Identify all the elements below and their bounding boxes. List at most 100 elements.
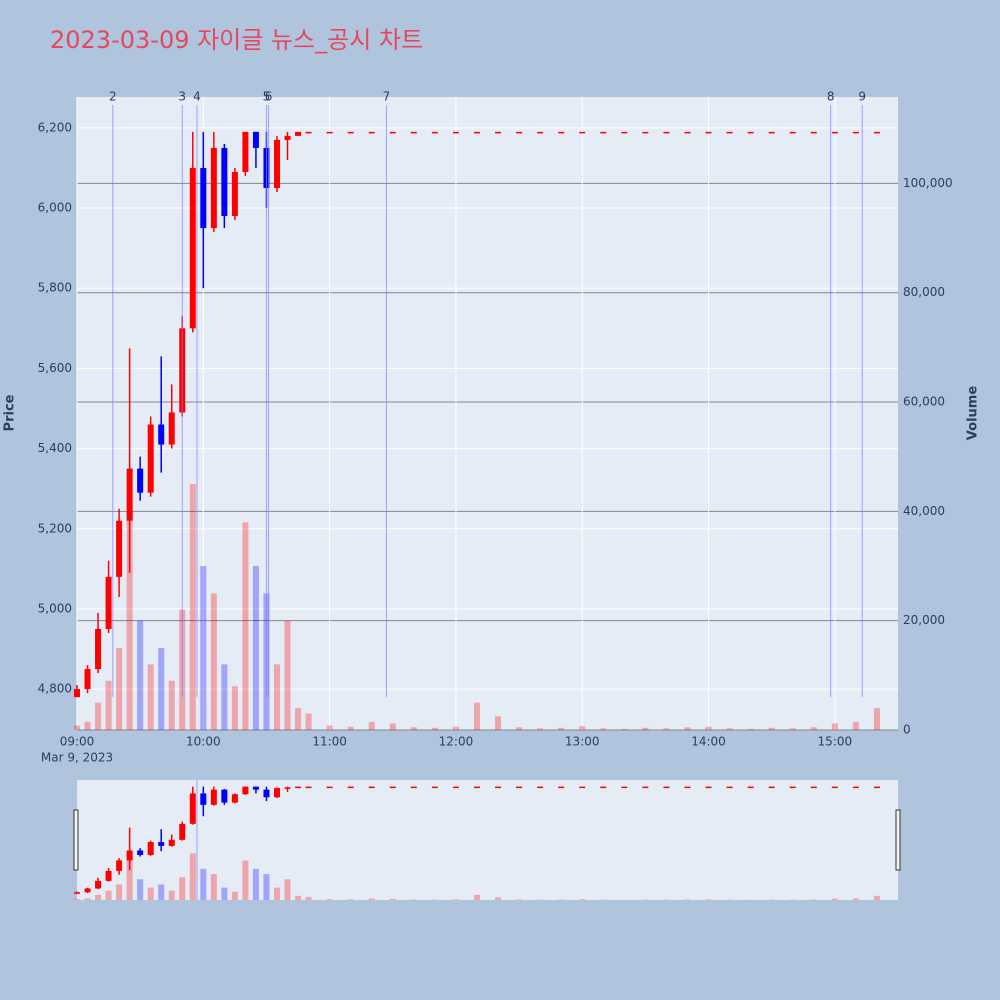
volume-bar	[189, 484, 196, 730]
slider-volume-bar	[105, 890, 112, 900]
volume-bar	[168, 680, 175, 730]
candle-body	[389, 131, 396, 134]
slider-volume-bar	[74, 899, 80, 900]
candle-body	[126, 468, 133, 521]
slider-candle-body	[116, 860, 123, 871]
volume-bar	[200, 566, 207, 730]
candle-body	[74, 689, 80, 698]
candle-body	[295, 131, 302, 136]
slider-volume-bar	[189, 853, 196, 900]
volume-bar	[221, 664, 228, 730]
candle-body	[84, 669, 91, 690]
volume-bar	[305, 713, 312, 730]
range-slider[interactable]	[77, 780, 898, 900]
volume-bar	[558, 727, 565, 730]
slider-candle-body	[663, 786, 670, 789]
y-tick-label: 6,200	[38, 120, 72, 134]
slider-candle-body	[231, 794, 238, 803]
slider-candle-body	[558, 786, 565, 789]
volume-bar	[852, 721, 859, 730]
volume-bar	[95, 702, 102, 730]
candle-body	[789, 131, 796, 134]
slider-volume-bar	[221, 887, 228, 900]
volume-bar	[642, 727, 649, 730]
candle-body	[410, 131, 417, 134]
slider-candle-body	[516, 786, 523, 789]
volume-bar	[147, 664, 154, 730]
slider-candle-body	[537, 786, 544, 789]
slider-candle-body	[105, 870, 112, 881]
volume-bar	[74, 725, 80, 730]
volume-bar	[284, 620, 291, 730]
slider-candle-body	[158, 842, 165, 846]
candle-body	[705, 131, 712, 134]
x-tick-label: 14:00	[691, 735, 726, 749]
candle-body	[242, 131, 249, 172]
slider-candle-body	[431, 786, 438, 789]
candle-body	[116, 520, 123, 577]
x-tick-label: 13:00	[565, 735, 600, 749]
y-tick-label: 5,200	[38, 521, 72, 535]
candle-body	[873, 131, 880, 134]
candle-body	[95, 628, 102, 670]
candle-body	[200, 167, 207, 229]
candle-body	[684, 131, 691, 134]
slider-candle-body	[726, 786, 733, 789]
y2-tick-label: 20,000	[903, 613, 945, 627]
candle-body	[495, 131, 502, 134]
volume-bar	[158, 648, 165, 730]
slider-volume-bar	[168, 890, 175, 900]
volume-bar	[789, 728, 796, 730]
slider-candle-body	[747, 786, 754, 789]
candle-body	[305, 131, 312, 134]
slider-volume-bar	[389, 898, 396, 900]
volume-bar	[326, 725, 333, 730]
candle-body	[105, 576, 112, 629]
slider-candle-body	[137, 850, 144, 856]
slider-volume-bar	[873, 895, 880, 900]
slider-handle-left[interactable]	[73, 809, 79, 871]
slider-candle-body	[368, 786, 375, 789]
candle-body	[284, 135, 291, 140]
slider-candle-body	[410, 786, 417, 789]
chart-title: 2023-03-09 자이글 뉴스_공시 차트	[50, 26, 423, 54]
volume-bar	[295, 708, 302, 730]
slider-candle-body	[284, 787, 291, 789]
slider-candle-body	[210, 789, 217, 805]
slider-volume-bar	[810, 899, 817, 900]
candle-body	[137, 468, 144, 493]
volume-bar	[684, 727, 691, 730]
slider-volume-bar	[684, 899, 691, 900]
slider-candle-body	[74, 892, 80, 894]
y2-tick-label: 40,000	[903, 504, 945, 518]
event-label: 4	[193, 90, 201, 104]
volume-bar	[368, 721, 375, 730]
slider-volume-bar	[852, 898, 859, 900]
slider-candle-body	[200, 793, 207, 805]
volume-bar	[810, 727, 817, 730]
volume-bar	[105, 680, 112, 730]
volume-bar	[621, 728, 628, 730]
candle-body	[831, 131, 838, 134]
slider-candle-body	[147, 842, 154, 856]
slider-candle-body	[295, 786, 302, 789]
volume-bar	[726, 728, 733, 730]
y-tick-label: 5,400	[38, 441, 72, 455]
slider-volume-bar	[452, 899, 459, 900]
volume-bar	[231, 686, 238, 730]
volume-bar	[495, 716, 502, 730]
volume-bar	[747, 728, 754, 730]
slider-handle-right[interactable]	[895, 809, 901, 871]
slider-candle-body	[621, 786, 628, 789]
slider-volume-bar	[273, 887, 280, 900]
x-date-label: Mar 9, 2023	[41, 751, 113, 765]
slider-volume-bar	[231, 891, 238, 900]
slider-volume-bar	[831, 898, 838, 900]
slider-candle-body	[452, 786, 459, 789]
volume-bar	[273, 664, 280, 730]
candle-body	[726, 131, 733, 134]
slider-volume-bar	[705, 899, 712, 900]
candle-body	[326, 131, 333, 134]
candle-body	[473, 131, 480, 134]
